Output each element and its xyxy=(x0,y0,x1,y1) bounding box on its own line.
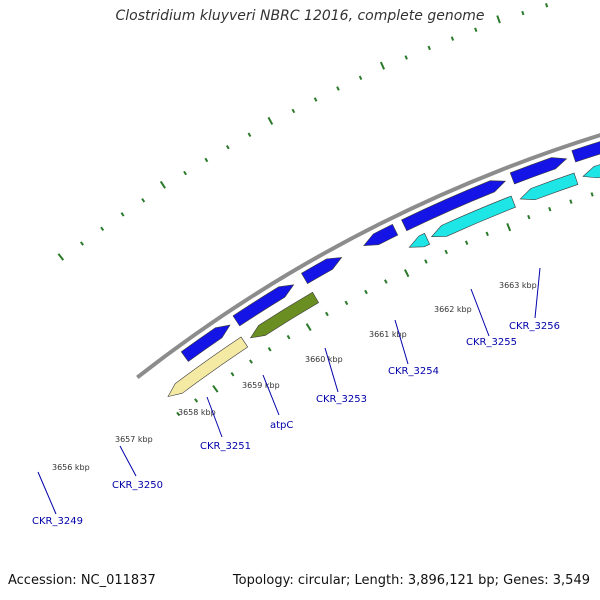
tick-mark xyxy=(305,323,312,332)
outer-dot xyxy=(450,36,455,41)
gene-label-ckr-3254[interactable]: CKR_3254 xyxy=(388,366,439,377)
outer-dot xyxy=(545,3,549,8)
outer-dot xyxy=(291,108,296,114)
tick-mark xyxy=(404,269,410,278)
outer-dot xyxy=(225,144,230,150)
cds-forward-feature xyxy=(509,157,568,185)
tick-mark xyxy=(286,334,291,340)
cds-reverse-feature xyxy=(430,195,516,237)
leader-line xyxy=(262,374,280,416)
outer-dot xyxy=(204,157,209,163)
cds-reverse-feature xyxy=(582,164,600,179)
gene-label-ckr-3253[interactable]: CKR_3253 xyxy=(316,394,367,405)
gene-label-ckr-3256[interactable]: CKR_3256 xyxy=(509,321,560,332)
tick-mark xyxy=(569,199,573,204)
tick-label: 3657 kbp xyxy=(115,435,153,444)
tick-label: 3659 kbp xyxy=(242,381,280,390)
outer-dot xyxy=(100,226,105,231)
outer-dot xyxy=(313,97,318,102)
tick-mark xyxy=(444,249,448,255)
tick-mark xyxy=(527,214,531,220)
tick-labels: 3656 kbp 3657 kbp 3658 kbp 3659 kbp 3660… xyxy=(52,281,537,472)
label-leader-lines xyxy=(37,267,541,515)
cds-forward-feature xyxy=(571,141,600,163)
outer-dot xyxy=(267,116,274,125)
leader-line xyxy=(324,347,339,393)
tick-mark xyxy=(176,411,181,417)
cds-forward-feature xyxy=(401,180,507,232)
outer-dot xyxy=(474,27,478,32)
tick-label: 3660 kbp xyxy=(305,355,343,364)
tick-mark xyxy=(212,384,219,393)
accession-text: Accession: NC_011837 xyxy=(8,573,156,588)
tick-label: 3662 kbp xyxy=(434,305,472,314)
outer-dot xyxy=(57,253,65,261)
tick-mark xyxy=(424,259,428,264)
gene-label-ckr-3251[interactable]: CKR_3251 xyxy=(200,441,251,452)
gene-label-ckr-3250[interactable]: CKR_3250 xyxy=(112,480,163,491)
tick-label: 3661 kbp xyxy=(369,330,407,339)
tick-mark xyxy=(249,359,253,364)
cds-forward-feature xyxy=(180,324,231,362)
cds-forward-feature xyxy=(301,257,343,285)
outer-dot xyxy=(404,55,408,60)
feature-track xyxy=(167,141,600,398)
outer-dot xyxy=(247,132,252,138)
outer-dot xyxy=(183,170,187,176)
topology-text: Topology: circular; Length: 3,896,121 bp… xyxy=(232,573,590,588)
gene-labels: CKR_3249 CKR_3250 CKR_3251 atpC CKR_3253… xyxy=(32,321,560,527)
leader-line xyxy=(534,267,541,319)
tick-mark xyxy=(267,346,272,352)
outer-dot xyxy=(358,75,363,81)
tick-mark xyxy=(344,300,349,306)
leader-line xyxy=(394,319,409,365)
tick-label: 3658 kbp xyxy=(178,408,216,417)
backbone-ring xyxy=(136,133,600,379)
map-title: Clostridium kluyveri NBRC 12016, complet… xyxy=(115,8,485,24)
gene-label-atpc[interactable]: atpC xyxy=(270,420,293,431)
outer-dot xyxy=(496,15,501,24)
leader-line xyxy=(470,288,490,337)
tick-mark xyxy=(485,231,489,237)
cds-reverse-feature xyxy=(519,172,579,201)
outer-dot xyxy=(141,198,146,203)
cds-forward-feature xyxy=(363,223,399,246)
tick-ring xyxy=(176,192,594,417)
gene-label-ckr-3255[interactable]: CKR_3255 xyxy=(466,337,517,348)
gene-label-ckr-3249[interactable]: CKR_3249 xyxy=(32,516,83,527)
outer-dot xyxy=(80,241,84,246)
tick-mark xyxy=(230,372,235,377)
tick-mark xyxy=(384,279,388,284)
cds-reverse-feature xyxy=(408,232,431,248)
tick-mark xyxy=(506,223,512,232)
outer-dot xyxy=(120,212,125,217)
tick-label: 3656 kbp xyxy=(52,463,90,472)
gene-olive-feature xyxy=(249,291,320,339)
leader-line xyxy=(206,396,223,438)
cds-forward-feature xyxy=(232,284,295,327)
leader-line xyxy=(37,471,57,515)
tick-mark xyxy=(194,398,199,403)
outer-dot xyxy=(159,180,166,189)
tick-mark xyxy=(464,240,469,245)
outer-dot xyxy=(427,45,431,51)
backbone-arc xyxy=(136,133,600,379)
outer-dot xyxy=(521,10,525,16)
tick-label: 3663 kbp xyxy=(499,281,537,290)
outer-dot xyxy=(379,61,386,70)
outer-dot xyxy=(336,86,340,91)
tick-mark xyxy=(590,192,594,197)
outer-dotted-ring xyxy=(57,0,571,261)
gene-yellow-feature xyxy=(167,336,249,398)
tick-mark xyxy=(364,289,368,295)
tick-mark xyxy=(548,206,552,212)
tick-mark xyxy=(325,311,329,317)
leader-line xyxy=(119,445,137,477)
